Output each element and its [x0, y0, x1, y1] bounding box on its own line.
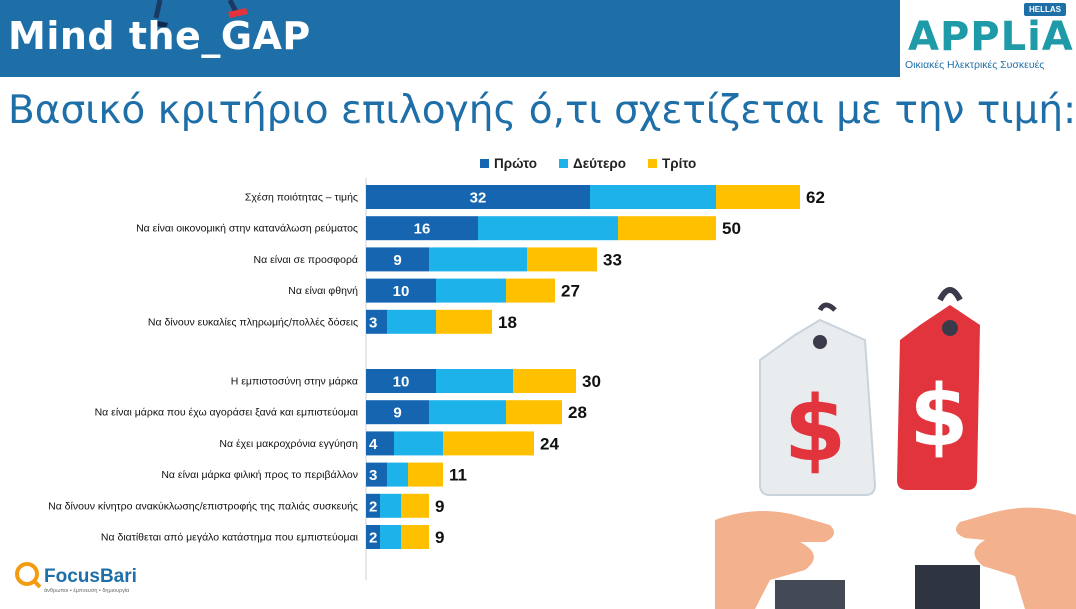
price-tags-hands-illustration: $ $ — [715, 287, 1076, 609]
bar-segment-first — [366, 462, 387, 487]
focusbari-logo-icon — [15, 562, 42, 589]
cartoon-legs-icon — [150, 0, 248, 28]
bar-segment-first — [366, 369, 436, 393]
category-label: Να είναι μάρκα που έχω αγοράσει ξανά και… — [95, 407, 359, 419]
bar-segment-second — [387, 309, 436, 334]
first-value-label: 2 — [369, 498, 377, 515]
total-value-label: 28 — [568, 403, 587, 422]
bar-segment-second — [478, 216, 618, 241]
total-value-label: 18 — [498, 313, 517, 332]
bar-segment-third — [527, 247, 597, 272]
bar-segment-second — [380, 525, 401, 549]
total-value-label: 50 — [722, 219, 741, 238]
first-value-label: 3 — [369, 314, 377, 331]
total-value-label: 11 — [449, 466, 467, 485]
category-label: Να είναι σε προσφορά — [254, 254, 358, 266]
bar-segment-second — [387, 462, 408, 487]
category-label: Να είναι φθηνή — [288, 285, 358, 297]
total-value-label: 27 — [561, 282, 580, 301]
legend-label-third: Τρίτο — [662, 156, 697, 171]
bar-segment-third — [716, 185, 800, 209]
bar-segment-second — [429, 247, 527, 272]
white-price-tag-icon: $ — [759, 302, 877, 496]
bar-segment-third — [513, 369, 576, 393]
bar-segment-first — [366, 431, 394, 456]
chart-legend: Πρώτο Δεύτερο Τρίτο — [480, 156, 696, 171]
category-label: Να δίνουν ευκαλίες πληρωμής/πολλές δόσει… — [148, 316, 358, 328]
first-value-label: 2 — [369, 530, 377, 547]
bar-segment-first — [366, 216, 478, 241]
category-label: Η εμπιστοσύνη στην μάρκα — [231, 376, 358, 388]
total-value-label: 62 — [806, 188, 825, 207]
total-value-label: 33 — [603, 250, 622, 269]
logo-badge: HELLAS — [1024, 3, 1066, 16]
category-label: Να είναι μάρκα φιλική προς το περιβάλλον — [161, 469, 358, 481]
header-banner: Mind the_GAP — [0, 0, 900, 77]
legend-swatch-second — [559, 159, 569, 168]
bar-segment-second — [380, 493, 401, 518]
category-label: Να διατίθεται από μεγάλο κατάστημα που ε… — [101, 532, 359, 544]
bar-segment-third — [408, 462, 443, 487]
first-value-label: 9 — [393, 405, 401, 422]
category-label: Να είναι οικονομική στην κατανάλωση ρεύμ… — [136, 223, 358, 235]
total-value-label: 24 — [540, 434, 559, 453]
first-value-label: 16 — [414, 221, 431, 238]
legend-swatch-third — [648, 159, 658, 168]
logo-name: APPLiA — [908, 14, 1074, 60]
first-value-label: 9 — [393, 252, 401, 269]
category-label: Σχέση ποιότητας – τιμής — [245, 192, 358, 204]
total-value-label: 9 — [435, 528, 444, 547]
first-value-label: 10 — [393, 374, 410, 391]
page-title: Βασικό κριτήριο επιλογής ό,τι σχετίζεται… — [8, 88, 1076, 133]
total-value-label: 9 — [435, 497, 444, 516]
bar-segment-first — [366, 493, 380, 518]
footer-logo-tagline: άνθρωποι • έμπνευση • δημιουργία — [44, 588, 130, 594]
legend-swatch-first — [480, 159, 489, 168]
category-label: Να έχει μακροχρόνια εγγύηση — [219, 438, 358, 450]
bar-segment-second — [590, 185, 716, 209]
bar-segment-third — [506, 400, 562, 425]
legend-item-third: Τρίτο — [648, 156, 696, 171]
first-value-label: 3 — [369, 467, 377, 484]
bar-segment-first — [366, 185, 590, 209]
bar-segment-third — [401, 493, 429, 518]
bar-segment-second — [436, 369, 513, 393]
bar-segment-third — [506, 278, 555, 303]
svg-text:$: $ — [909, 367, 968, 466]
bar-segment-second — [394, 431, 443, 456]
logo-tagline: Οικιακές Ηλεκτρικές Συσκευές — [905, 59, 1045, 71]
bar-segment-first — [366, 247, 429, 272]
total-value-label: 30 — [582, 372, 601, 391]
bar-segment-first — [366, 525, 380, 549]
bar-segment-first — [366, 278, 436, 303]
bar-segment-third — [436, 309, 492, 334]
first-value-label: 4 — [369, 436, 378, 453]
right-hand-icon — [915, 507, 1076, 609]
legend-label-second: Δεύτερο — [573, 156, 627, 171]
legend-item-first: Πρώτο — [480, 156, 537, 171]
left-hand-icon — [715, 511, 845, 609]
legend-item-second: Δεύτερο — [559, 156, 626, 171]
category-label: Να δίνουν κίνητρο ανακύκλωσης/επιστροφής… — [48, 500, 358, 512]
footer-logo-name: FocusBari — [44, 566, 137, 587]
first-value-label: 10 — [393, 283, 410, 300]
first-value-label: 32 — [470, 190, 487, 207]
bar-segment-third — [618, 216, 716, 241]
bar-segment-first — [366, 400, 429, 425]
svg-text:$: $ — [784, 377, 847, 482]
bar-segment-third — [443, 431, 534, 456]
bar-segment-first — [366, 309, 387, 334]
bar-segment-second — [436, 278, 506, 303]
brand-title: Mind the_GAP — [8, 14, 311, 58]
legend-label-first: Πρώτο — [494, 156, 538, 171]
red-price-tag-icon: $ — [897, 287, 980, 490]
bar-segment-second — [429, 400, 506, 425]
bar-segment-third — [401, 525, 429, 549]
